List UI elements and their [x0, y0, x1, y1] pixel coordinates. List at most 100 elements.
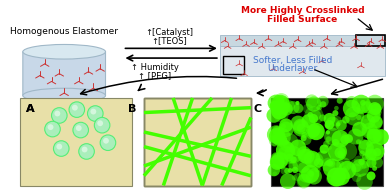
Circle shape: [304, 151, 320, 167]
Circle shape: [290, 156, 297, 163]
Circle shape: [359, 151, 365, 156]
Circle shape: [297, 124, 306, 133]
Circle shape: [284, 140, 289, 144]
Bar: [144, 98, 251, 185]
Circle shape: [279, 119, 293, 132]
Ellipse shape: [23, 44, 105, 59]
Circle shape: [268, 164, 280, 176]
Circle shape: [339, 142, 357, 160]
Circle shape: [372, 166, 377, 171]
Circle shape: [320, 101, 327, 108]
Circle shape: [301, 165, 319, 183]
Circle shape: [322, 158, 336, 172]
Circle shape: [338, 161, 356, 179]
Circle shape: [271, 95, 290, 114]
Text: Filled Surface: Filled Surface: [267, 15, 338, 24]
Circle shape: [292, 167, 298, 173]
Circle shape: [293, 120, 309, 137]
Circle shape: [272, 142, 277, 147]
Circle shape: [76, 125, 82, 131]
Circle shape: [361, 101, 373, 113]
Circle shape: [367, 172, 376, 180]
Text: ↑[Catalyst]: ↑[Catalyst]: [145, 28, 193, 37]
Circle shape: [336, 157, 351, 172]
Circle shape: [342, 133, 347, 139]
Circle shape: [307, 152, 324, 169]
Circle shape: [368, 119, 381, 132]
Circle shape: [325, 160, 331, 166]
Bar: [144, 98, 251, 185]
Circle shape: [342, 166, 349, 173]
Circle shape: [336, 180, 341, 185]
Circle shape: [330, 175, 341, 186]
Circle shape: [319, 114, 326, 121]
Bar: [144, 98, 251, 185]
Circle shape: [272, 126, 281, 135]
Circle shape: [336, 122, 340, 126]
Circle shape: [298, 162, 309, 173]
Circle shape: [369, 116, 383, 130]
Circle shape: [345, 106, 364, 126]
Circle shape: [370, 116, 383, 128]
Circle shape: [273, 93, 289, 109]
Circle shape: [304, 106, 324, 125]
Circle shape: [339, 161, 344, 166]
Circle shape: [279, 109, 287, 118]
Circle shape: [331, 116, 342, 126]
Circle shape: [288, 157, 295, 164]
Circle shape: [367, 109, 381, 123]
Bar: [144, 98, 251, 185]
Circle shape: [280, 173, 296, 189]
Circle shape: [373, 129, 380, 137]
Bar: [144, 98, 251, 185]
Circle shape: [352, 173, 361, 182]
Circle shape: [332, 139, 339, 146]
Circle shape: [336, 120, 347, 131]
Text: A: A: [26, 104, 35, 114]
Circle shape: [272, 103, 284, 115]
Polygon shape: [220, 46, 385, 76]
Circle shape: [340, 135, 350, 145]
Circle shape: [274, 107, 289, 122]
Circle shape: [328, 142, 347, 161]
Circle shape: [270, 155, 285, 170]
Circle shape: [328, 161, 333, 166]
Circle shape: [348, 112, 357, 120]
Circle shape: [303, 104, 313, 114]
Bar: [144, 98, 251, 185]
Circle shape: [279, 102, 290, 114]
Bar: [144, 98, 251, 185]
Circle shape: [325, 120, 334, 130]
Circle shape: [366, 142, 385, 161]
Circle shape: [310, 124, 321, 135]
Circle shape: [309, 114, 318, 123]
Circle shape: [103, 138, 109, 144]
Circle shape: [72, 105, 78, 111]
Circle shape: [366, 157, 376, 168]
Circle shape: [290, 140, 306, 156]
Circle shape: [293, 119, 309, 134]
Circle shape: [94, 117, 110, 133]
Circle shape: [356, 104, 365, 113]
Circle shape: [305, 94, 318, 108]
Circle shape: [271, 103, 288, 119]
Circle shape: [273, 133, 285, 145]
Circle shape: [328, 146, 332, 150]
Text: Homogenous Elastomer: Homogenous Elastomer: [10, 27, 118, 36]
Circle shape: [306, 168, 322, 185]
Circle shape: [286, 154, 294, 161]
Circle shape: [317, 96, 328, 107]
Circle shape: [268, 95, 285, 112]
Circle shape: [323, 141, 330, 147]
Circle shape: [51, 108, 67, 123]
Circle shape: [331, 130, 349, 148]
Circle shape: [280, 167, 288, 175]
Circle shape: [294, 103, 303, 113]
Circle shape: [279, 102, 293, 116]
Circle shape: [284, 168, 290, 174]
Circle shape: [325, 124, 330, 128]
Circle shape: [82, 147, 87, 152]
Circle shape: [301, 135, 307, 141]
Circle shape: [352, 122, 367, 137]
Circle shape: [362, 127, 371, 136]
